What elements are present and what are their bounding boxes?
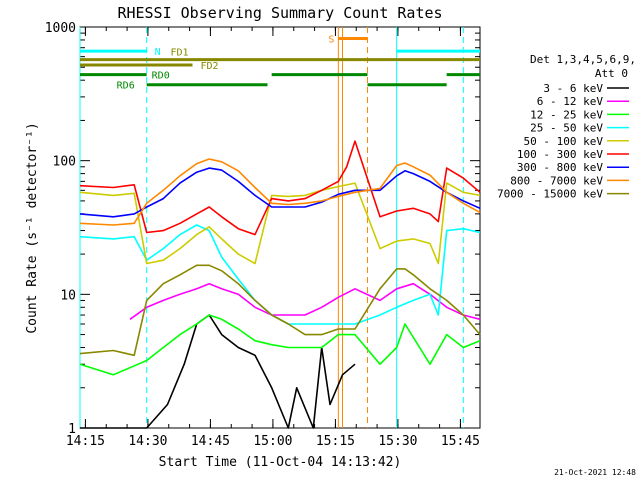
chart-title: RHESSI Observing Summary Count Rates (117, 4, 442, 22)
y-tick-label: 1 (68, 422, 76, 437)
state-bar-label: S (328, 35, 334, 46)
series-line (79, 167, 481, 218)
x-tick-label: 14:45 (191, 434, 230, 449)
plot-area: 1 10 100 1000 14:15 14:30 14:45 15:00 15:15 15:30… (45, 21, 629, 449)
legend-entry-label: 800 - 7000 keV (510, 174, 603, 187)
state-bar-label: RD6 (117, 81, 135, 92)
series-line (79, 314, 481, 376)
generation-timestamp: 21-Oct-2021 12:48 (554, 468, 636, 477)
x-tick-label: 15:45 (441, 434, 480, 449)
y-tick-label: 100 (53, 155, 76, 170)
legend-entry-label: 3 - 6 keV (543, 82, 603, 95)
state-bar-label: FD1 (171, 48, 189, 59)
series-line (79, 182, 481, 265)
x-tick-label: 14:30 (128, 434, 167, 449)
y-axis-label: Count Rate (s⁻¹ detector⁻¹) (25, 122, 40, 333)
series-line (79, 264, 481, 357)
legend-title: Det 1,3,4,5,6,9, (530, 53, 636, 66)
legend-entry-label: 25 - 50 keV (530, 122, 603, 135)
series-line (79, 158, 481, 226)
state-bar-label: FD2 (201, 61, 219, 72)
state-bar-label: RD0 (152, 71, 170, 82)
series-line (80, 314, 356, 429)
x-tick-label: 15:30 (378, 434, 417, 449)
legend: Det 1,3,4,5,6,9, Att 0 (530, 53, 636, 80)
legend-entry-label: 100 - 300 keV (517, 148, 603, 161)
y-tick-label: 1000 (45, 21, 76, 36)
legend-entry-label: 12 - 25 keV (530, 108, 603, 121)
y-tick-label: 10 (60, 288, 76, 303)
legend-subtitle: Att 0 (595, 67, 628, 80)
x-tick-label: 15:15 (316, 434, 355, 449)
series-line (79, 140, 481, 236)
legend-entry-label: 300 - 800 keV (517, 161, 603, 174)
legend-entry-label: 50 - 100 keV (524, 135, 604, 148)
legend-entry-label: 7000 - 15000 keV (497, 188, 603, 201)
x-tick-label: 15:00 (253, 434, 292, 449)
state-bar-label: N (155, 47, 161, 58)
legend-entry-label: 6 - 12 keV (537, 95, 604, 108)
x-tick-label: 14:15 (66, 434, 105, 449)
series-line (129, 282, 481, 321)
x-axis-label: Start Time (11-Oct-04 14:13:42) (159, 455, 402, 470)
